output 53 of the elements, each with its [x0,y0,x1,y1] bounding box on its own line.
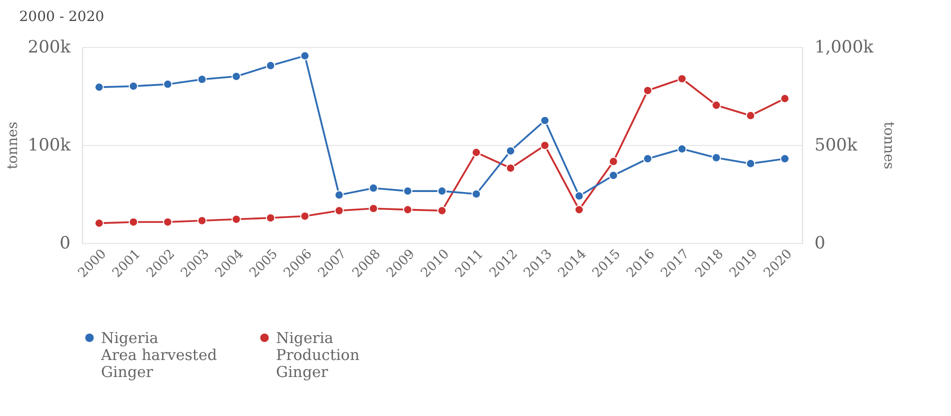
point [163,80,172,89]
point [643,86,652,96]
point [472,189,481,199]
point [506,163,516,173]
y-tick-label: 100k [28,136,72,156]
point [608,156,618,166]
point [232,72,241,82]
point [506,146,516,156]
point [368,183,378,193]
point [780,94,790,104]
y2-tick-label: 1,000k [814,38,874,58]
point [643,154,652,164]
point [197,74,207,84]
point [163,217,172,227]
point [403,186,412,196]
point [197,216,207,226]
legend-label: Nigeria Production Ginger [276,328,360,381]
point [232,214,241,224]
point [437,206,447,216]
point [128,82,138,91]
point [300,211,310,221]
point [540,116,550,126]
point [334,190,344,200]
y2-tick-label: 0 [814,234,826,254]
point [712,100,721,110]
point [780,154,790,164]
point [300,51,310,60]
point [403,205,412,214]
y-axis-title: tonnes [4,122,21,170]
point [334,206,344,216]
legend-label: Nigeria Area harvested Ginger [100,328,218,381]
point [574,205,584,214]
y2-axis-title: tonnes [880,122,896,170]
point [437,186,447,196]
y2-tick-label: 500k [814,136,858,156]
point [368,204,378,214]
point [266,60,276,70]
point [746,158,756,168]
point [472,148,481,158]
point [608,170,618,180]
point [128,217,138,227]
point [94,82,104,92]
point [574,191,584,201]
point [94,218,104,228]
y-tick-label: 200k [28,38,72,58]
point [677,144,687,154]
point [266,213,276,223]
point [712,153,721,162]
point [746,110,756,120]
y-tick-label: 0 [60,234,70,254]
point [540,140,550,150]
point [677,74,687,84]
chart-title: 2000 - 2020 [19,9,104,25]
